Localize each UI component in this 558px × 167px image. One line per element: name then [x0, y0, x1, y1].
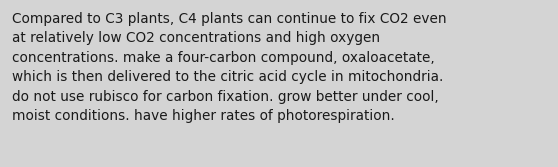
Text: Compared to C3 plants, C4 plants can continue to fix CO2 even
at relatively low : Compared to C3 plants, C4 plants can con…: [12, 12, 447, 123]
